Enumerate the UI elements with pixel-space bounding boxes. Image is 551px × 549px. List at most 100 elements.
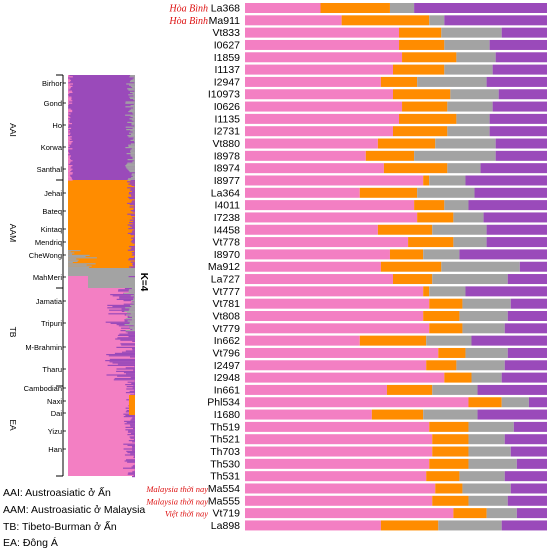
structure-variation bbox=[128, 309, 135, 311]
bar-segment bbox=[245, 126, 393, 137]
structure-variation bbox=[118, 325, 135, 327]
bar-segment bbox=[459, 311, 508, 321]
structure-variation bbox=[130, 210, 135, 212]
structure-variation bbox=[125, 367, 135, 369]
structure-variation bbox=[68, 139, 70, 141]
structure-variation bbox=[132, 157, 135, 159]
bar-segment bbox=[489, 39, 547, 50]
structure-variation bbox=[129, 76, 135, 78]
structure-variation bbox=[112, 295, 135, 297]
bar-segment bbox=[380, 261, 442, 272]
structure-variation bbox=[127, 232, 135, 234]
sample-label: I8978 bbox=[214, 150, 240, 162]
structure-variation bbox=[68, 93, 70, 95]
structure-variation bbox=[131, 194, 135, 196]
bar-segment bbox=[468, 421, 514, 432]
bar-segment bbox=[392, 89, 451, 100]
bar-segment bbox=[492, 101, 547, 112]
bar-segment bbox=[365, 150, 415, 161]
structure-variation bbox=[106, 354, 135, 356]
population-label: Bateq bbox=[42, 207, 62, 216]
population-label: M-Brahmin bbox=[25, 343, 62, 352]
structure-variation bbox=[68, 151, 69, 153]
structure-variation bbox=[127, 444, 135, 446]
structure-variation bbox=[130, 149, 135, 151]
structure-variation bbox=[134, 244, 135, 246]
bar-segment bbox=[245, 311, 424, 321]
structure-variation bbox=[120, 343, 135, 345]
sample-group-tag: Malaysia thời nay bbox=[145, 484, 208, 494]
bar-segment bbox=[392, 64, 445, 75]
legend-aam: AAM: Austroasiatic ở Malaysia bbox=[3, 504, 146, 516]
sample-row: Vt719 Việt thời nay bbox=[165, 508, 547, 520]
structure-variation bbox=[68, 153, 70, 155]
structure-variation bbox=[129, 182, 135, 184]
structure-variation bbox=[123, 303, 135, 305]
bar-segment bbox=[417, 76, 487, 87]
structure-variation bbox=[129, 132, 135, 134]
bar-segment bbox=[486, 224, 547, 235]
structure-variation bbox=[68, 155, 71, 157]
structure-variation bbox=[130, 139, 135, 141]
structure-variation bbox=[128, 228, 135, 230]
structure-variation bbox=[68, 169, 72, 171]
structure-variation bbox=[68, 88, 71, 90]
structure-variation bbox=[122, 351, 135, 353]
sample-row: I0626 bbox=[214, 101, 547, 113]
structure-variation bbox=[121, 308, 135, 310]
structure-variation bbox=[68, 178, 72, 180]
bar-segment bbox=[480, 163, 547, 174]
bar-segment bbox=[414, 150, 496, 161]
structure-variation bbox=[68, 253, 72, 255]
structure-variation bbox=[68, 99, 72, 101]
structure-variation bbox=[128, 291, 135, 293]
structure-variation bbox=[107, 304, 135, 306]
structure-variation bbox=[128, 430, 135, 432]
structure-variation bbox=[132, 417, 135, 419]
bar-segment bbox=[468, 446, 511, 457]
structure-variation bbox=[133, 474, 135, 476]
bar-segment bbox=[245, 101, 403, 112]
structure-variation bbox=[125, 350, 135, 352]
population-label: Tripuri bbox=[41, 319, 62, 328]
structure-variation bbox=[131, 382, 135, 384]
structure-variation bbox=[126, 386, 135, 388]
bar-segment bbox=[245, 200, 415, 211]
structure-variation bbox=[128, 259, 135, 261]
structure-variation bbox=[109, 361, 135, 363]
structure-variation bbox=[132, 138, 135, 140]
structure-variation bbox=[129, 436, 135, 438]
bar-segment bbox=[402, 101, 448, 112]
structure-variation bbox=[129, 321, 135, 323]
structure-variation bbox=[125, 106, 135, 108]
sample-row: I8977 bbox=[214, 175, 547, 187]
bar-segment bbox=[504, 434, 547, 445]
structure-variation bbox=[68, 101, 70, 103]
structure-variation bbox=[127, 316, 135, 318]
structure-variation bbox=[129, 308, 135, 310]
bar-segment bbox=[429, 323, 463, 334]
structure-variation bbox=[123, 448, 135, 450]
bar-segment bbox=[516, 458, 547, 469]
structure-variation bbox=[68, 103, 69, 105]
sample-label: I1859 bbox=[214, 52, 240, 64]
sample-label: I8977 bbox=[214, 175, 240, 187]
structure-variation bbox=[68, 136, 72, 138]
bar-segment bbox=[432, 224, 487, 235]
structure-variation bbox=[105, 360, 135, 362]
structure-variation bbox=[133, 369, 135, 371]
bar-segment bbox=[402, 52, 457, 63]
bar-segment bbox=[456, 360, 505, 371]
structure-variation bbox=[131, 119, 135, 121]
bar-segment bbox=[504, 323, 547, 334]
structure-variation bbox=[68, 102, 73, 104]
structure-variation bbox=[132, 117, 135, 119]
structure-variation bbox=[131, 184, 135, 186]
structure-variation bbox=[133, 220, 135, 222]
structure-variation bbox=[112, 362, 135, 364]
bar-segment bbox=[399, 27, 442, 38]
structure-variation bbox=[127, 434, 135, 436]
structure-variation bbox=[68, 263, 96, 265]
structure-variation bbox=[133, 77, 135, 79]
